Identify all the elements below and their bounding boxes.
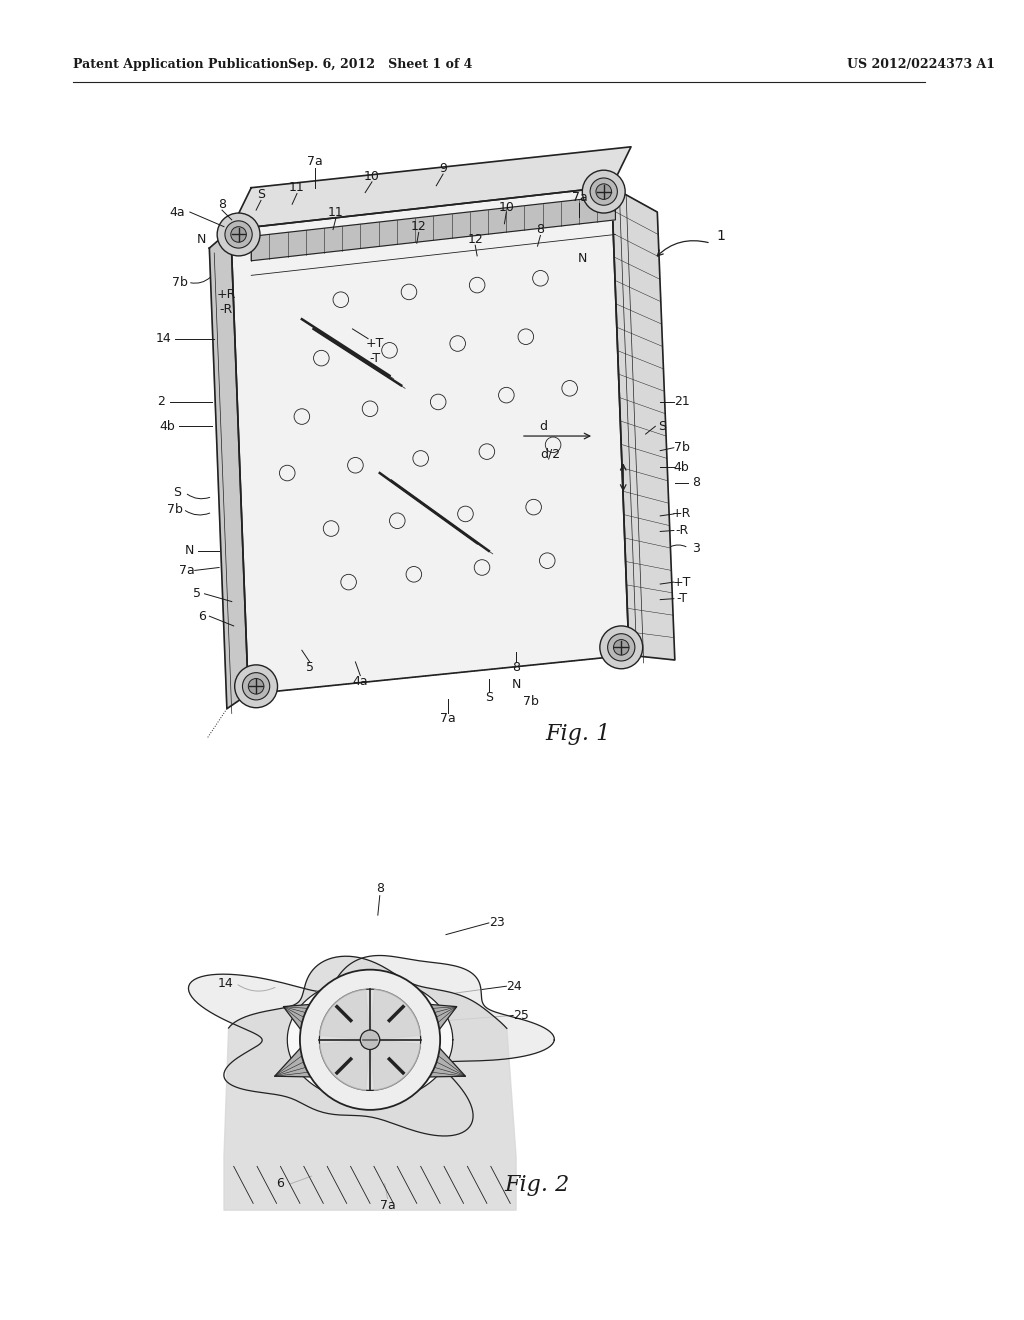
Text: 12: 12 bbox=[411, 220, 427, 234]
Text: S: S bbox=[173, 486, 181, 499]
Polygon shape bbox=[251, 195, 615, 261]
Text: 4a: 4a bbox=[352, 675, 368, 688]
Text: 14: 14 bbox=[218, 977, 233, 990]
Text: 21: 21 bbox=[674, 396, 689, 408]
Text: 3: 3 bbox=[692, 541, 700, 554]
Polygon shape bbox=[370, 989, 421, 1040]
Text: N: N bbox=[578, 252, 587, 265]
Text: 6: 6 bbox=[276, 1177, 285, 1191]
Text: 7a: 7a bbox=[306, 154, 323, 168]
Circle shape bbox=[319, 989, 421, 1090]
Text: Patent Application Publication: Patent Application Publication bbox=[73, 58, 289, 71]
Circle shape bbox=[607, 634, 635, 661]
Circle shape bbox=[590, 178, 617, 205]
Polygon shape bbox=[370, 1040, 421, 1090]
Circle shape bbox=[360, 1030, 380, 1049]
Text: -R: -R bbox=[219, 304, 232, 315]
Text: 24: 24 bbox=[506, 979, 522, 993]
Polygon shape bbox=[230, 186, 629, 694]
Polygon shape bbox=[230, 147, 631, 230]
Text: S: S bbox=[257, 187, 265, 201]
Text: -T: -T bbox=[676, 593, 687, 605]
Polygon shape bbox=[417, 1045, 466, 1077]
Circle shape bbox=[583, 170, 626, 213]
Text: 25: 25 bbox=[513, 1008, 529, 1022]
Text: 7b: 7b bbox=[172, 276, 188, 289]
Text: 11: 11 bbox=[328, 206, 344, 219]
Text: 10: 10 bbox=[365, 169, 380, 182]
Text: S: S bbox=[658, 420, 667, 433]
Text: 12: 12 bbox=[467, 232, 483, 246]
Text: 7b: 7b bbox=[167, 503, 183, 516]
Text: 4b: 4b bbox=[674, 461, 689, 474]
Text: 23: 23 bbox=[488, 916, 505, 929]
Text: Sep. 6, 2012   Sheet 1 of 4: Sep. 6, 2012 Sheet 1 of 4 bbox=[288, 58, 472, 71]
Text: N: N bbox=[197, 232, 206, 246]
Text: -T: -T bbox=[370, 351, 381, 364]
Circle shape bbox=[217, 213, 260, 256]
Polygon shape bbox=[418, 1003, 457, 1032]
Text: 5: 5 bbox=[305, 661, 313, 675]
Circle shape bbox=[225, 220, 252, 248]
Text: Fig. 2: Fig. 2 bbox=[505, 1173, 569, 1196]
Polygon shape bbox=[288, 978, 453, 1102]
Circle shape bbox=[243, 673, 269, 700]
Circle shape bbox=[613, 640, 629, 655]
Text: 7a: 7a bbox=[380, 1199, 395, 1212]
Text: 7a: 7a bbox=[179, 564, 195, 577]
Polygon shape bbox=[611, 186, 675, 660]
Text: d: d bbox=[540, 420, 548, 433]
Text: N: N bbox=[511, 678, 521, 690]
Text: 8: 8 bbox=[218, 198, 226, 211]
Text: 7a: 7a bbox=[571, 191, 588, 205]
Text: 5: 5 bbox=[193, 587, 201, 601]
Text: 4b: 4b bbox=[160, 420, 175, 433]
Text: d/2: d/2 bbox=[540, 447, 560, 461]
Text: 8: 8 bbox=[692, 477, 700, 490]
Text: +T: +T bbox=[673, 576, 691, 589]
Text: 7a: 7a bbox=[440, 711, 456, 725]
Polygon shape bbox=[284, 1003, 323, 1032]
Text: S: S bbox=[484, 690, 493, 704]
Text: 1: 1 bbox=[716, 230, 725, 243]
Text: Fig. 1: Fig. 1 bbox=[546, 723, 610, 744]
Text: 6: 6 bbox=[199, 610, 207, 623]
Polygon shape bbox=[274, 1045, 324, 1077]
Text: 8: 8 bbox=[537, 223, 545, 236]
Text: US 2012/0224373 A1: US 2012/0224373 A1 bbox=[847, 58, 995, 71]
Text: 10: 10 bbox=[499, 201, 514, 214]
Circle shape bbox=[600, 626, 643, 669]
Text: 8: 8 bbox=[512, 661, 520, 675]
Polygon shape bbox=[209, 230, 248, 709]
Text: N: N bbox=[185, 544, 195, 557]
Circle shape bbox=[230, 227, 247, 243]
Text: +R: +R bbox=[672, 507, 691, 520]
Text: +R: +R bbox=[216, 288, 236, 301]
Circle shape bbox=[234, 665, 278, 708]
Circle shape bbox=[248, 678, 264, 694]
Text: 7b: 7b bbox=[674, 441, 689, 454]
Circle shape bbox=[300, 970, 440, 1110]
Polygon shape bbox=[224, 956, 516, 1210]
Text: -R: -R bbox=[675, 524, 688, 537]
Text: 7b: 7b bbox=[523, 696, 539, 709]
Polygon shape bbox=[319, 1040, 370, 1090]
Text: 8: 8 bbox=[376, 882, 384, 895]
Circle shape bbox=[596, 183, 611, 199]
Text: 2: 2 bbox=[157, 396, 165, 408]
Polygon shape bbox=[319, 989, 370, 1040]
Text: 9: 9 bbox=[439, 162, 447, 174]
Text: +T: +T bbox=[366, 337, 384, 350]
Polygon shape bbox=[188, 956, 554, 1137]
Text: 14: 14 bbox=[156, 333, 171, 345]
Text: 4a: 4a bbox=[169, 206, 185, 219]
Text: 11: 11 bbox=[289, 181, 305, 194]
